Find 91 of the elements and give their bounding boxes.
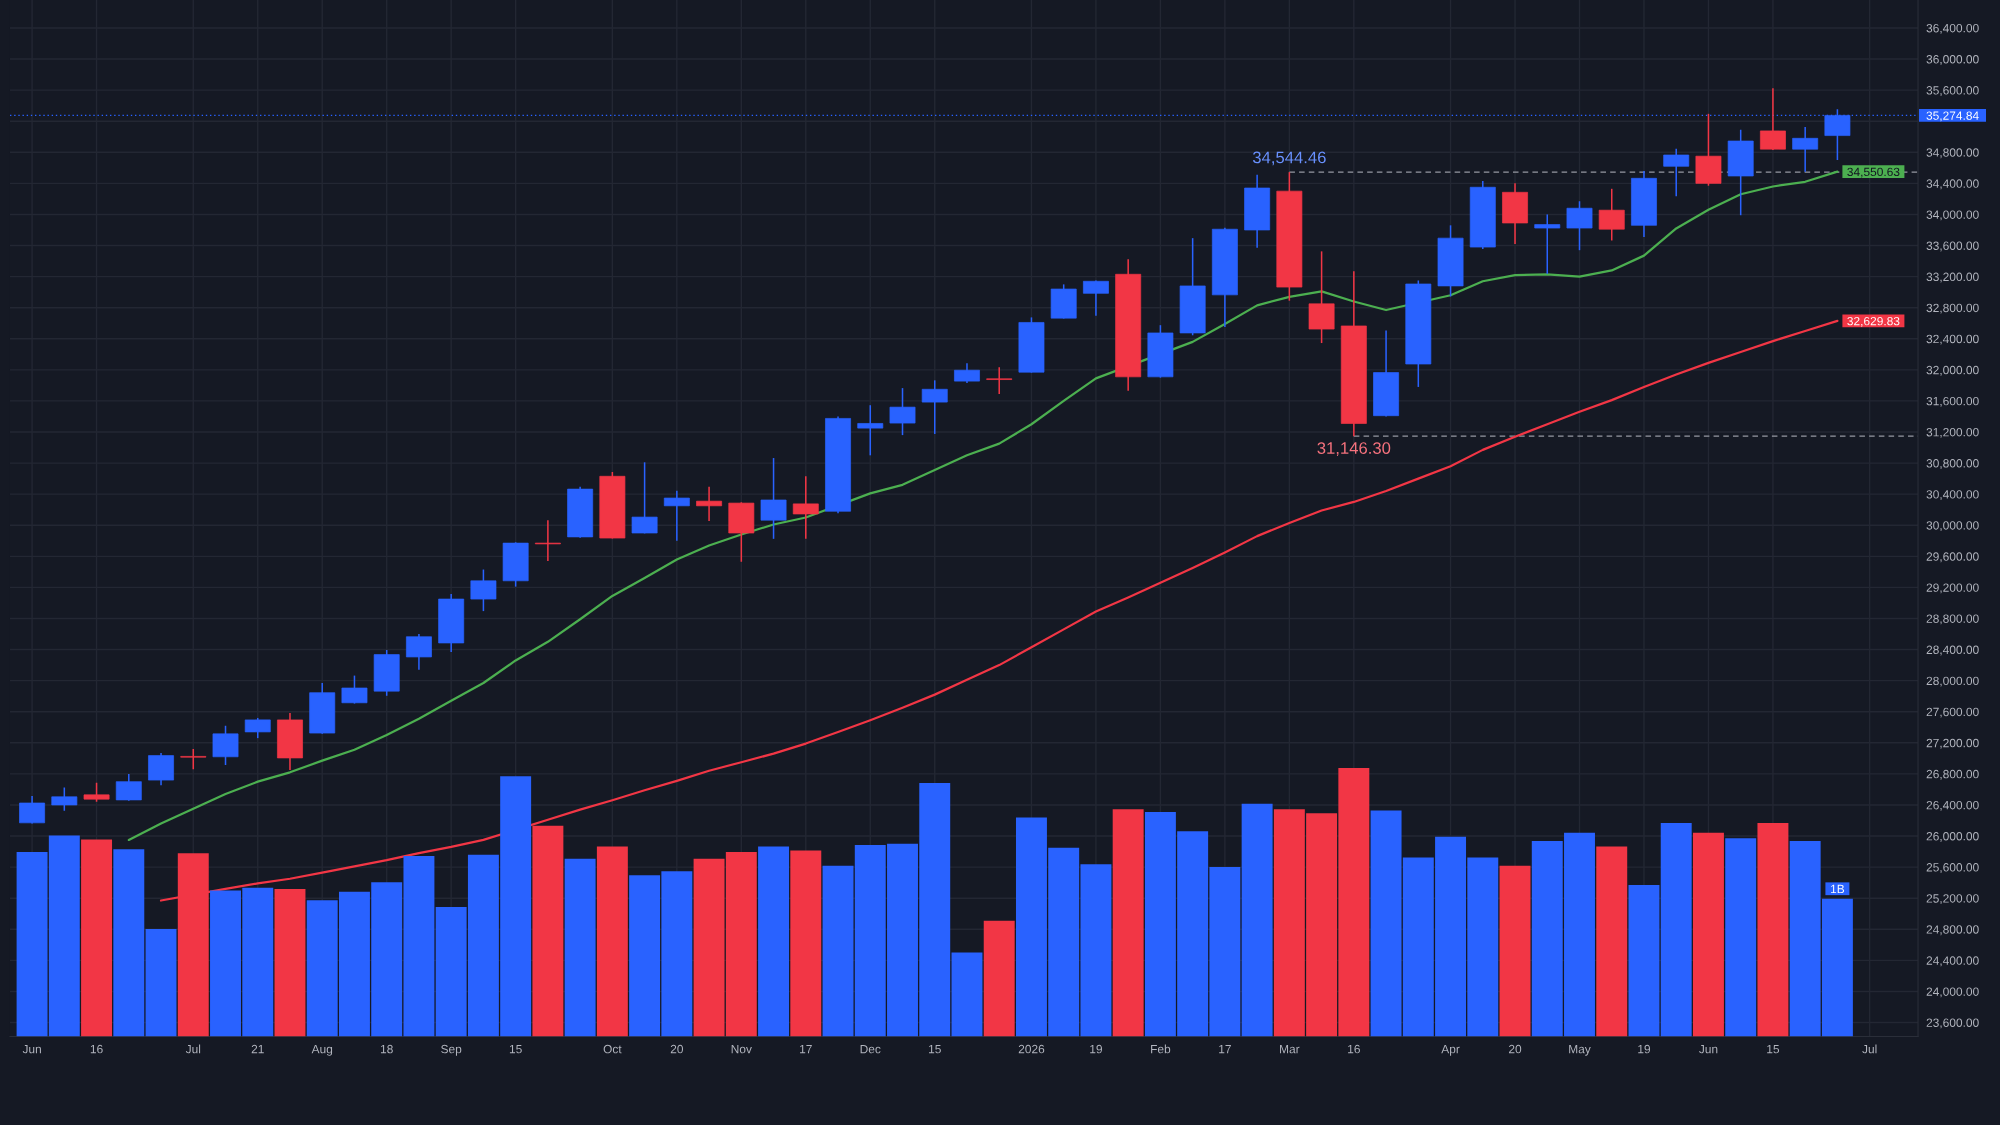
y-tick-label: 33,600.00 <box>1926 241 1979 252</box>
bar <box>1660 823 1692 1037</box>
x-tick-label: Jun <box>22 1044 41 1054</box>
x-tick-label: Oct <box>603 1044 622 1054</box>
y-tick-label: 32,800.00 <box>1926 303 1979 314</box>
x-tick-label: 2026 <box>1018 1044 1045 1054</box>
x-tick-label: 17 <box>800 1044 812 1054</box>
bar <box>113 849 145 1037</box>
candlestick <box>180 748 207 770</box>
y-tick-label: 32,400.00 <box>1926 334 1979 345</box>
x-tick-label: 21 <box>251 1044 264 1054</box>
x-tick-label: 16 <box>90 1044 103 1054</box>
x-tick-label: 18 <box>380 1044 393 1054</box>
x-tick-label: 19 <box>1090 1044 1103 1054</box>
y-tick-label: 30,000.00 <box>1926 521 1979 532</box>
x-tick-label: 19 <box>1638 1044 1651 1054</box>
candlestick <box>696 486 722 522</box>
x-tick-label: Jul <box>1862 1044 1877 1054</box>
bar <box>1499 865 1531 1037</box>
data-label: 1B <box>1831 884 1845 894</box>
y-tick-label: 30,800.00 <box>1926 459 1979 469</box>
y-tick-label: 29,200.00 <box>1926 583 1979 594</box>
y-tick-label: 36,000.00 <box>1926 55 1979 65</box>
data-label: 34,550.63 <box>1847 167 1900 178</box>
bar <box>81 839 113 1037</box>
x-tick-label: 15 <box>509 1044 522 1054</box>
data-label: 32,629.83 <box>1847 316 1900 327</box>
ref-line-label: 35,274.84 <box>1926 111 1979 122</box>
y-tick-label: 26,400.00 <box>1926 800 1979 811</box>
x-tick-label: 20 <box>1508 1044 1522 1054</box>
bar <box>564 858 596 1037</box>
bar <box>1112 809 1144 1037</box>
y-tick-label: 34,800.00 <box>1926 148 1979 159</box>
y-tick-label: 33,200.00 <box>1926 272 1979 283</box>
x-tick-label: Sep <box>441 1044 462 1056</box>
y-tick-label: 23,600.00 <box>1926 1018 1979 1029</box>
x-tick-label: 17 <box>1219 1044 1231 1054</box>
y-tick-label: 28,000.00 <box>1926 676 1979 687</box>
ref-line-label: 34,544.46 <box>1252 151 1326 166</box>
line-series <box>127 170 1839 842</box>
x-tick-label: Jun <box>1699 1044 1718 1054</box>
x-tick-label: 15 <box>929 1044 941 1054</box>
bar <box>596 846 628 1037</box>
bar <box>1725 838 1757 1037</box>
y-tick-label: 31,200.00 <box>1926 427 1979 438</box>
bar <box>1757 823 1789 1037</box>
bar <box>1628 884 1660 1037</box>
x-tick-label: 20 <box>670 1044 684 1054</box>
bar <box>951 952 983 1037</box>
candlestick <box>986 366 1013 395</box>
bar <box>1241 803 1273 1037</box>
bar <box>274 889 306 1037</box>
x-tick-label: Jul <box>185 1044 201 1054</box>
y-tick-label: 24,400.00 <box>1926 956 1979 967</box>
bar <box>1692 832 1724 1037</box>
y-tick-label: 35,600.00 <box>1926 86 1979 96</box>
y-tick-label: 36,400.00 <box>1926 23 1979 34</box>
y-tick-label: 25,600.00 <box>1926 863 1979 873</box>
y-tick-label: 34,400.00 <box>1926 179 1979 190</box>
y-tick-label: 24,800.00 <box>1926 925 1979 936</box>
x-tick-label: Aug <box>311 1044 333 1056</box>
candlestick <box>1534 213 1561 275</box>
y-tick-label: 27,200.00 <box>1926 738 1979 749</box>
y-tick-label: 25,200.00 <box>1926 894 1979 905</box>
y-tick-label: 29,600.00 <box>1926 552 1979 563</box>
bar <box>758 846 790 1037</box>
candlestick <box>534 519 561 562</box>
y-tick-label: 26,000.00 <box>1926 832 1979 842</box>
bar <box>145 929 177 1037</box>
y-tick-label: 32,000.00 <box>1926 365 1979 376</box>
bar <box>983 920 1015 1037</box>
bar <box>790 850 822 1037</box>
y-tick-label: 34,000.00 <box>1926 210 1979 221</box>
x-tick-label: Apr <box>1441 1044 1460 1056</box>
y-tick-label: 28,800.00 <box>1926 614 1979 625</box>
y-tick-label: 24,000.00 <box>1926 987 1979 998</box>
x-tick-label: Feb <box>1151 1044 1171 1054</box>
candlestick <box>857 404 884 457</box>
x-tick-label: 16 <box>1348 1044 1360 1054</box>
ref-line-label: 31,146.30 <box>1317 442 1391 456</box>
x-tick-label: Mar <box>1280 1044 1300 1054</box>
y-tick-label: 31,600.00 <box>1926 396 1979 407</box>
x-tick-label: Nov <box>731 1044 752 1054</box>
y-tick-label: 30,400.00 <box>1926 490 1979 501</box>
bar <box>1596 846 1628 1037</box>
y-tick-label: 27,600.00 <box>1926 707 1979 718</box>
x-tick-label: May <box>1569 1044 1591 1056</box>
y-tick-label: 26,800.00 <box>1926 769 1979 780</box>
x-tick-label: 15 <box>1767 1044 1780 1054</box>
y-tick-label: 28,400.00 <box>1926 645 1979 656</box>
x-tick-label: Dec <box>860 1044 881 1054</box>
